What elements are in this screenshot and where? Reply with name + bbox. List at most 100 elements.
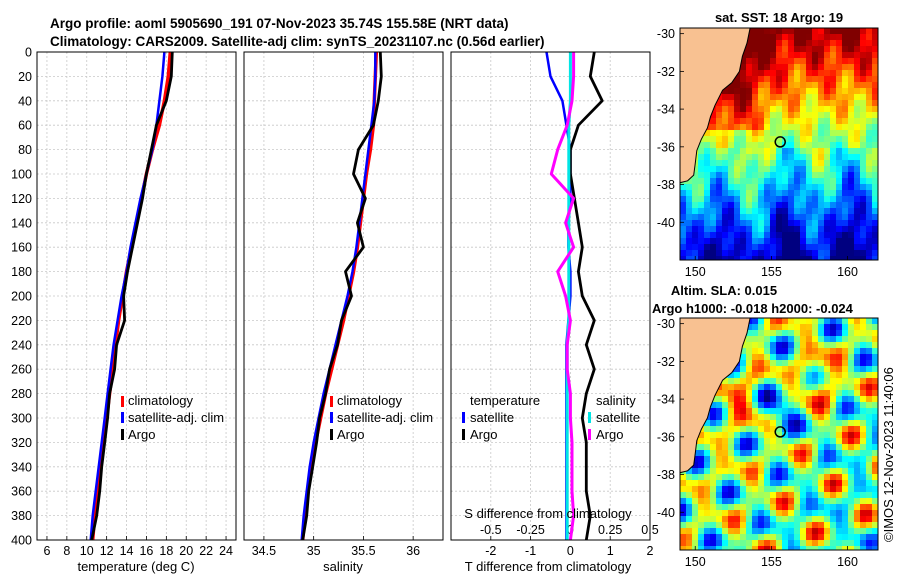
map-cell [824, 438, 831, 445]
map-cell [836, 178, 843, 185]
map-cell [764, 318, 771, 325]
map-cell [758, 480, 765, 487]
map-cell [782, 486, 789, 493]
map-cell [860, 372, 867, 379]
map-cell [812, 184, 819, 191]
map-cell [740, 64, 747, 71]
map-cell [752, 58, 759, 65]
map-cell [818, 58, 825, 65]
map-cell [860, 324, 867, 331]
map-cell [860, 100, 867, 107]
map-cell [812, 540, 819, 547]
map-cell [776, 366, 783, 373]
map-cell [740, 70, 747, 77]
map-cell [776, 420, 783, 427]
map-cell [842, 498, 849, 505]
map-cell [746, 402, 753, 409]
argo-position-marker [774, 426, 786, 438]
map-cell [860, 432, 867, 439]
map-cell [854, 64, 861, 71]
map-cell [734, 474, 741, 481]
map-cell [830, 444, 837, 451]
map-cell [842, 384, 849, 391]
map-cell [728, 88, 735, 95]
map-cell [704, 226, 711, 233]
map-cell [866, 522, 873, 529]
map-cell [830, 256, 837, 260]
map-cell [860, 468, 867, 475]
map-cell [710, 534, 717, 541]
map-cell [824, 534, 831, 541]
map-cell [752, 498, 759, 505]
map-cell [836, 516, 843, 523]
map-cell [722, 534, 729, 541]
map-cell [776, 94, 783, 101]
map-cell [728, 432, 735, 439]
map-cell [692, 166, 699, 173]
map-cell [686, 468, 693, 475]
map-cell [770, 540, 777, 547]
map-cell [734, 426, 741, 433]
map-cell [752, 28, 759, 35]
map-cell [770, 504, 777, 511]
map-cell [776, 432, 783, 439]
map-cell [872, 166, 878, 173]
map-cell [836, 372, 843, 379]
map-cell [836, 528, 843, 535]
map-cell [776, 498, 783, 505]
map-cell [776, 336, 783, 343]
map-cell [758, 528, 765, 535]
map-cell [752, 378, 759, 385]
map-cell [716, 444, 723, 451]
map-cell [866, 76, 873, 83]
map-cell [806, 516, 813, 523]
map-cell [776, 112, 783, 119]
map-cell [758, 52, 765, 59]
map-cell [752, 220, 759, 227]
map-cell [722, 190, 729, 197]
map-cell [860, 160, 867, 167]
map-cell [764, 88, 771, 95]
map-cell [794, 202, 801, 209]
map-cell [728, 402, 735, 409]
map-cell [728, 130, 735, 137]
series-line-argo [301, 52, 383, 540]
map-cell [788, 250, 795, 257]
depth-tick-label: 120 [11, 192, 32, 206]
map-cell [872, 414, 878, 421]
map-cell [860, 546, 867, 550]
map-cell [710, 136, 717, 143]
map-cell [776, 396, 783, 403]
map-cell [836, 64, 843, 71]
map-cell [794, 480, 801, 487]
map-cell [830, 94, 837, 101]
map-cell [818, 70, 825, 77]
map-cell [752, 450, 759, 457]
map-cell [770, 256, 777, 260]
map-cell [848, 136, 855, 143]
map-cell [788, 318, 795, 325]
map-cell [842, 100, 849, 107]
map-cell [698, 256, 705, 260]
map-cell [818, 124, 825, 131]
map-cell [860, 528, 867, 535]
map-cell [704, 540, 711, 547]
map-cell [722, 202, 729, 209]
map-cell [722, 172, 729, 179]
map-cell [800, 318, 807, 325]
map-cell [758, 342, 765, 349]
map-cell [722, 214, 729, 221]
map-cell [752, 522, 759, 529]
map-cell [770, 492, 777, 499]
map-cell [728, 208, 735, 215]
map-cell [812, 378, 819, 385]
map-cell [866, 148, 873, 155]
map-cell [860, 390, 867, 397]
map-cell [848, 64, 855, 71]
map-cell [788, 324, 795, 331]
map-cell [830, 468, 837, 475]
map-cell [830, 450, 837, 457]
map-cell [740, 486, 747, 493]
map-cell [770, 142, 777, 149]
map-cell [722, 486, 729, 493]
